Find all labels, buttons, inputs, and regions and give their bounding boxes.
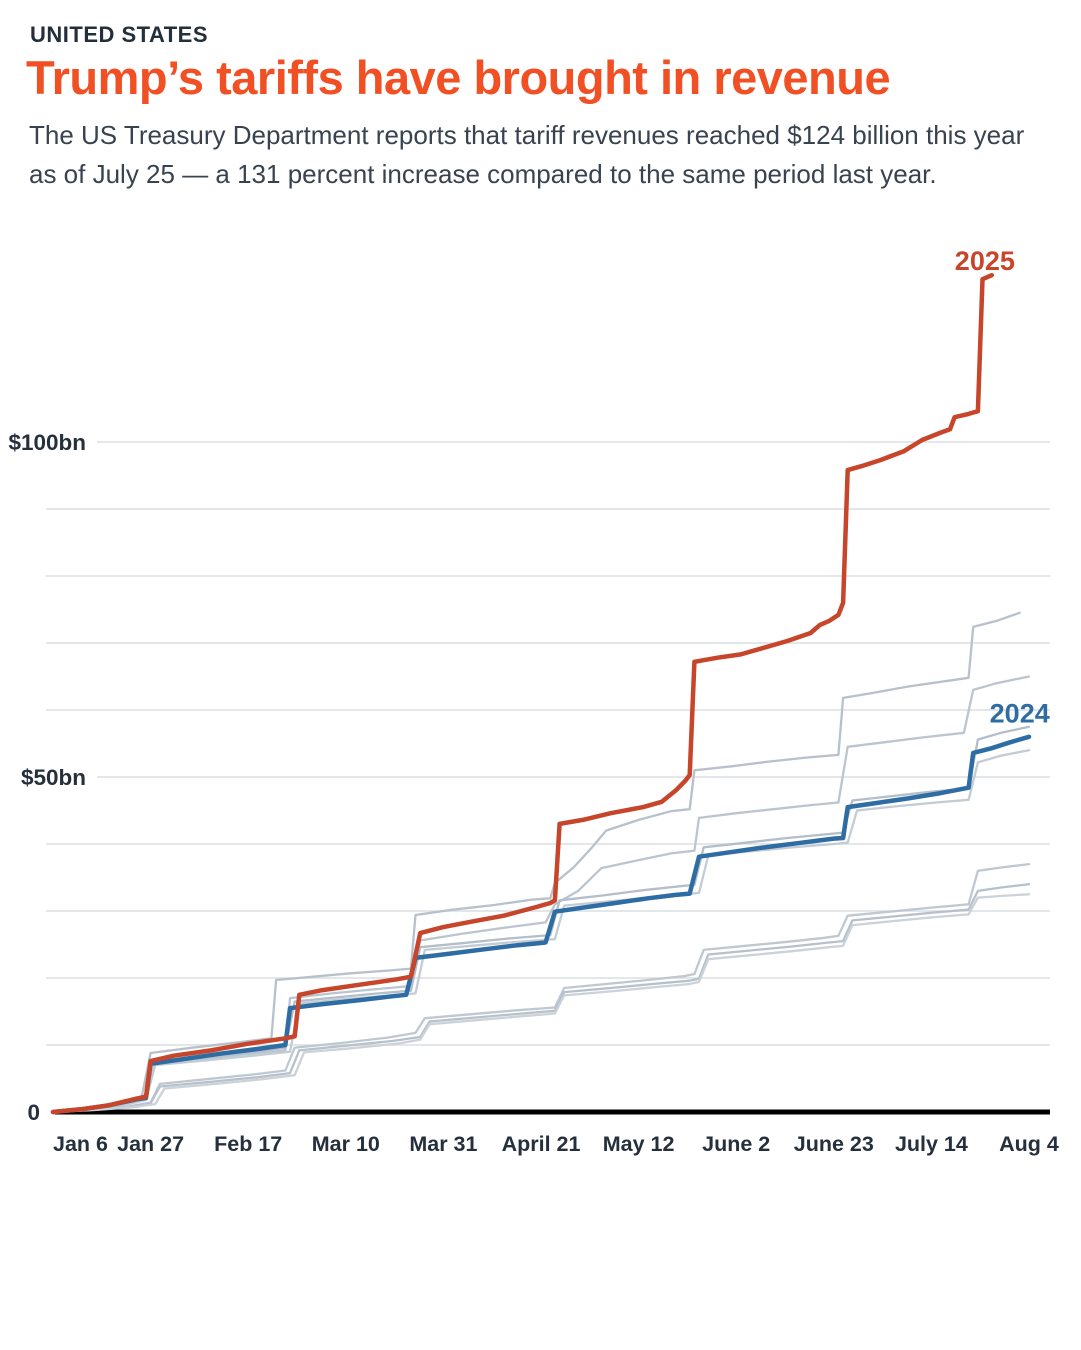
chart-subtitle: The US Treasury Department reports that … (29, 120, 1025, 189)
series-label-2025: 2025 (955, 246, 1015, 276)
x-axis-label-Jan 6: Jan 6 (53, 1132, 108, 1156)
series-label-2024: 2024 (990, 698, 1050, 728)
series-line-prior-year-5 (51, 862, 1031, 1114)
x-axis-label-Mar 10: Mar 10 (312, 1132, 380, 1156)
y-axis-label-$100bn: $100bn (8, 430, 86, 455)
x-axis-label-Aug 4: Aug 4 (999, 1132, 1059, 1156)
footer: CC $ BY NC SA Source: (0, 1240, 1081, 1350)
x-axis-label-May 12: May 12 (603, 1132, 675, 1156)
x-axis-baseline (55, 1109, 1050, 1115)
x-axis-label-July 14: July 14 (895, 1132, 968, 1156)
kicker-label: UNITED STATES (30, 22, 209, 47)
y-axis-label-$50bn: $50bn (21, 765, 86, 790)
x-axis-label-June 2: June 2 (702, 1132, 770, 1156)
series-line-prior-year-1 (51, 611, 1021, 1114)
x-axis-label-June 23: June 23 (794, 1132, 874, 1156)
x-axis-label-Feb 17: Feb 17 (214, 1132, 282, 1156)
series-line-2024 (50, 734, 1032, 1115)
x-axis-label-April 21: April 21 (502, 1132, 581, 1156)
y-axis-label-0: 0 (27, 1100, 40, 1125)
series-line-2025 (50, 272, 995, 1115)
series-line-prior-year-7 (51, 893, 1031, 1114)
x-axis-label-Mar 31: Mar 31 (409, 1132, 477, 1156)
page-title: Trump’s tariffs have brought in revenue (26, 51, 891, 104)
x-axis-label-Jan 27: Jan 27 (117, 1132, 184, 1156)
series-line-prior-year-6 (51, 883, 1031, 1114)
series-line-prior-year-2 (51, 675, 1031, 1114)
series-line-prior-year-4 (51, 749, 1031, 1114)
